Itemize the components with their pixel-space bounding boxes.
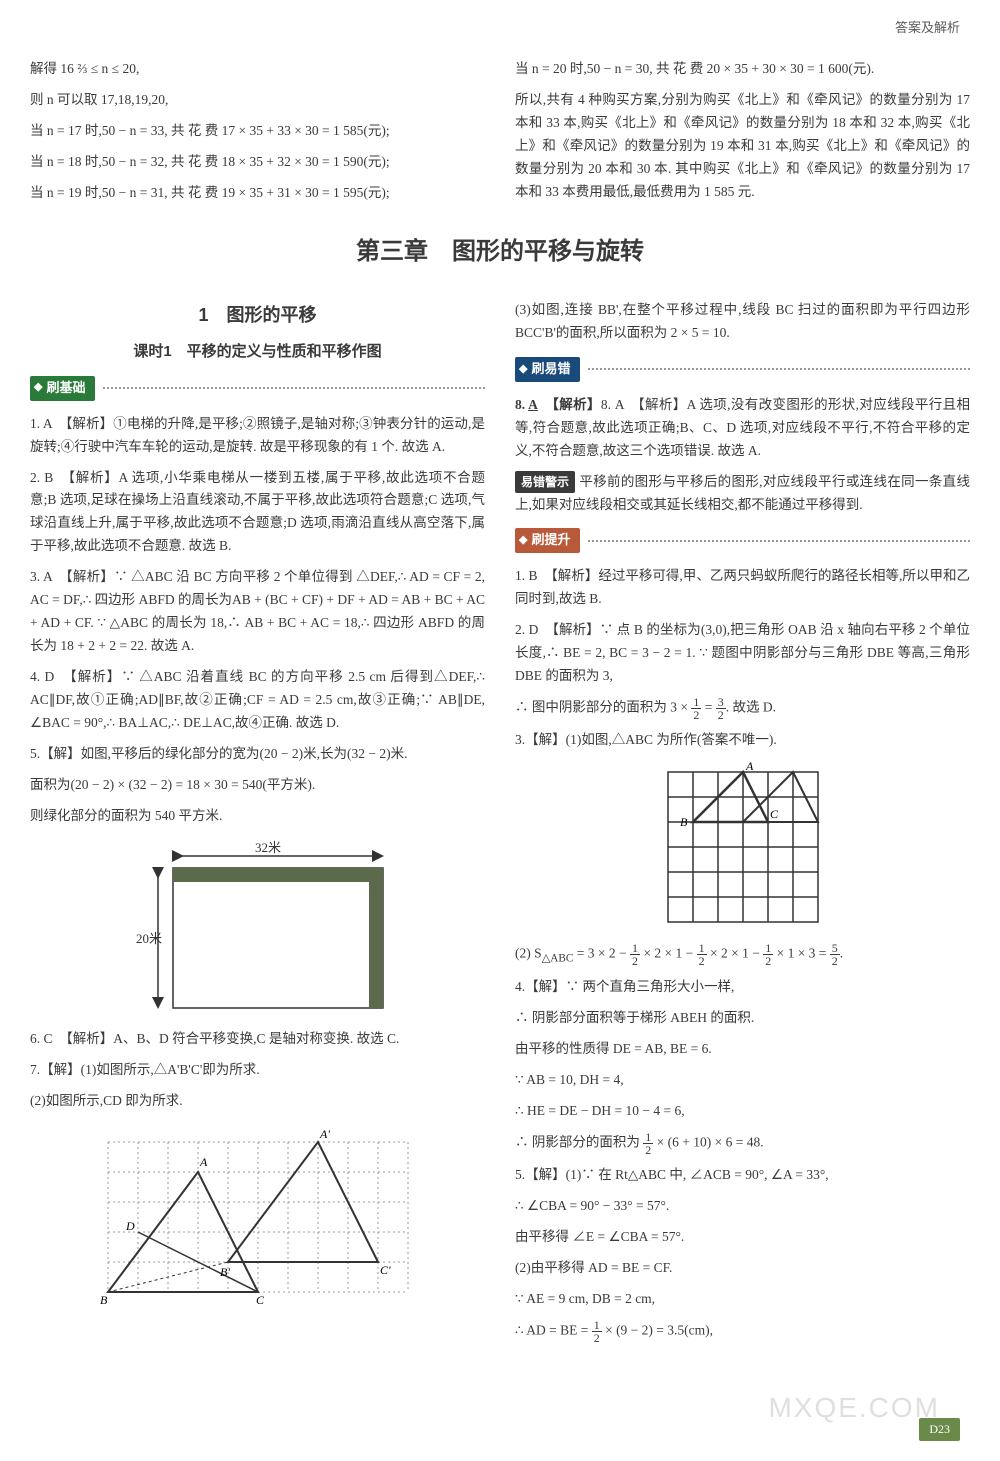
error-warn-badge: 易错警示 — [515, 471, 575, 493]
adv-problem-5-6: ∴ AD = BE = 12 × (9 − 2) = 3.5(cm), — [515, 1319, 970, 1344]
diagram-5: 32米 20米 — [30, 838, 485, 1018]
adv-problem-1: 1. B 【解析】经过平移可得,甲、乙两只蚂蚁所爬行的路径长相等,所以甲和乙同时… — [515, 565, 970, 611]
dots — [588, 540, 970, 542]
svg-text:A: A — [745, 762, 754, 773]
text: 则 n 可以取 17,18,19,20, — [30, 89, 485, 112]
text: 当 n = 19 时,50 − n = 31, 共 花 费 19 × 35 + … — [30, 182, 485, 205]
diagram-grid3: A B C — [515, 762, 970, 932]
tag-error: 刷易错 — [515, 357, 580, 382]
text: 所以,共有 4 种购买方案,分别为购买《北上》和《牵风记》的数量分别为 17 本… — [515, 89, 970, 204]
left-column: 1 图形的平移 课时1 平移的定义与性质和平移作图 刷基础 1. A 【解析】①… — [30, 291, 485, 1352]
page-badge: D23 — [919, 1418, 960, 1441]
adv-problem-4-5: ∴ HE = DE − DH = 10 − 4 = 6, — [515, 1100, 970, 1123]
svg-text:C': C' — [380, 1263, 391, 1277]
tag-advance: 刷提升 — [515, 528, 580, 553]
problem-6: 6. C 【解析】A、B、D 符合平移变换,C 是轴对称变换. 故选 C. — [30, 1028, 485, 1051]
problem-5-intro: 5.【解】如图,平移后的绿化部分的宽为(20 − 2)米,长为(32 − 2)米… — [30, 743, 485, 766]
top-left-col: 解得 16 ⅔ ≤ n ≤ 20, 则 n 可以取 17,18,19,20, 当… — [30, 50, 485, 213]
tag-advance-row: 刷提升 — [515, 528, 970, 553]
problem-2: 2. B 【解析】A 选项,小华乘电梯从一楼到五楼,属于平移,故此选项不合题意;… — [30, 467, 485, 559]
adv-problem-4-4: ∵ AB = 10, DH = 4, — [515, 1069, 970, 1092]
adv-problem-3-2: (2) S△ABC = 3 × 2 − 12 × 2 × 1 − 12 × 2 … — [515, 942, 970, 968]
problem-5-ans: 则绿化部分的面积为 540 平方米. — [30, 805, 485, 828]
tag-error-row: 刷易错 — [515, 357, 970, 382]
main-columns: 1 图形的平移 课时1 平移的定义与性质和平移作图 刷基础 1. A 【解析】①… — [30, 291, 970, 1352]
adv-problem-4-3: 由平移的性质得 DE = AB, BE = 6. — [515, 1038, 970, 1061]
tag-basic: 刷基础 — [30, 376, 95, 401]
dots — [103, 387, 485, 389]
svg-text:B: B — [680, 815, 688, 829]
svg-text:20米: 20米 — [136, 931, 162, 946]
text: 当 n = 18 时,50 − n = 32, 共 花 费 18 × 35 + … — [30, 151, 485, 174]
adv-problem-4-1: 4.【解】∵ 两个直角三角形大小一样, — [515, 976, 970, 999]
top-section: 解得 16 ⅔ ≤ n ≤ 20, 则 n 可以取 17,18,19,20, 当… — [30, 50, 970, 213]
problem-4: 4. D 【解析】∵ △ABC 沿着直线 BC 的方向平移 2.5 cm 后得到… — [30, 666, 485, 735]
adv-problem-5-4: (2)由平移得 AD = BE = CF. — [515, 1257, 970, 1280]
grid3-svg: A B C — [658, 762, 828, 932]
adv-problem-3: 3.【解】(1)如图,△ABC 为所作(答案不唯一). — [515, 729, 970, 752]
chapter-title: 第三章 图形的平移与旋转 — [30, 233, 970, 271]
svg-text:B': B' — [220, 1265, 230, 1279]
svg-text:C: C — [256, 1293, 265, 1307]
diagram-5-svg: 32米 20米 — [118, 838, 398, 1018]
problem-1: 1. A 【解析】①电梯的升降,是平移;②照镜子,是轴对称;③钟表分针的运动,是… — [30, 413, 485, 459]
adv-problem-5-5: ∵ AE = 9 cm, DB = 2 cm, — [515, 1288, 970, 1311]
problem-7-2: (2)如图所示,CD 即为所求. — [30, 1090, 485, 1113]
diagram-7-svg: A A' D B C B' C' — [88, 1122, 428, 1322]
top-right-col: 当 n = 20 时,50 − n = 30, 共 花 费 20 × 35 + … — [515, 50, 970, 213]
text: 解得 16 ⅔ ≤ n ≤ 20, — [30, 58, 485, 81]
tag-basic-row: 刷基础 — [30, 376, 485, 401]
svg-text:A': A' — [319, 1127, 330, 1141]
problem-3: 3. A 【解析】∵ △ABC 沿 BC 方向平移 2 个单位得到 △DEF,∴… — [30, 566, 485, 658]
problem-5-calc: 面积为(20 − 2) × (32 − 2) = 18 × 30 = 540(平… — [30, 774, 485, 797]
adv-problem-5-3: 由平移得 ∠E = ∠CBA = 57°. — [515, 1226, 970, 1249]
adv-problem-4-6: ∴ 阴影部分的面积为 12 × (6 + 10) × 6 = 48. — [515, 1131, 970, 1156]
svg-text:B: B — [100, 1293, 108, 1307]
adv-problem-2: 2. D 【解析】∵ 点 B 的坐标为(3,0),把三角形 OAB 沿 x 轴向… — [515, 619, 970, 688]
svg-text:32米: 32米 — [254, 840, 280, 855]
problem-8-warn: 易错警示平移前的图形与平移后的图形,对应线段平行或连线在同一条直线上,如果对应线… — [515, 471, 970, 517]
adv-problem-5-1: 5.【解】(1)∵ 在 Rt△ABC 中, ∠ACB = 90°, ∠A = 3… — [515, 1164, 970, 1187]
adv-problem-5-2: ∴ ∠CBA = 90° − 33° = 57°. — [515, 1195, 970, 1218]
svg-text:C: C — [770, 807, 779, 821]
header-label: 答案及解析 — [895, 18, 960, 39]
svg-text:D: D — [125, 1219, 135, 1233]
problem-8: 8. A 【解析】8. A 【解析】A 选项,没有改变图形的形状,对应线段平行且… — [515, 394, 970, 463]
adv-problem-4-2: ∴ 阴影部分面积等于梯形 ABEH 的面积. — [515, 1007, 970, 1030]
right-column: (3)如图,连接 BB',在整个平移过程中,线段 BC 扫过的面积即为平行四边形… — [515, 291, 970, 1352]
diagram-7: A A' D B C B' C' — [30, 1122, 485, 1322]
warn-text: 平移前的图形与平移后的图形,对应线段平行或连线在同一条直线上,如果对应线段相交或… — [515, 474, 970, 512]
problem-7-1: 7.【解】(1)如图所示,△A'B'C'即为所求. — [30, 1059, 485, 1082]
svg-text:A: A — [199, 1155, 208, 1169]
subsection-title: 课时1 平移的定义与性质和平移作图 — [30, 340, 485, 364]
adv-problem-2b: ∴ 图中阴影部分的面积为 3 × 12 = 32. 故选 D. — [515, 696, 970, 721]
text: 当 n = 20 时,50 − n = 30, 共 花 费 20 × 35 + … — [515, 58, 970, 81]
section-title: 1 图形的平移 — [30, 301, 485, 330]
watermark: MXQE.COM — [768, 1386, 940, 1431]
dots — [588, 368, 970, 370]
problem-7-3: (3)如图,连接 BB',在整个平移过程中,线段 BC 扫过的面积即为平行四边形… — [515, 299, 970, 345]
text: 当 n = 17 时,50 − n = 33, 共 花 费 17 × 35 + … — [30, 120, 485, 143]
